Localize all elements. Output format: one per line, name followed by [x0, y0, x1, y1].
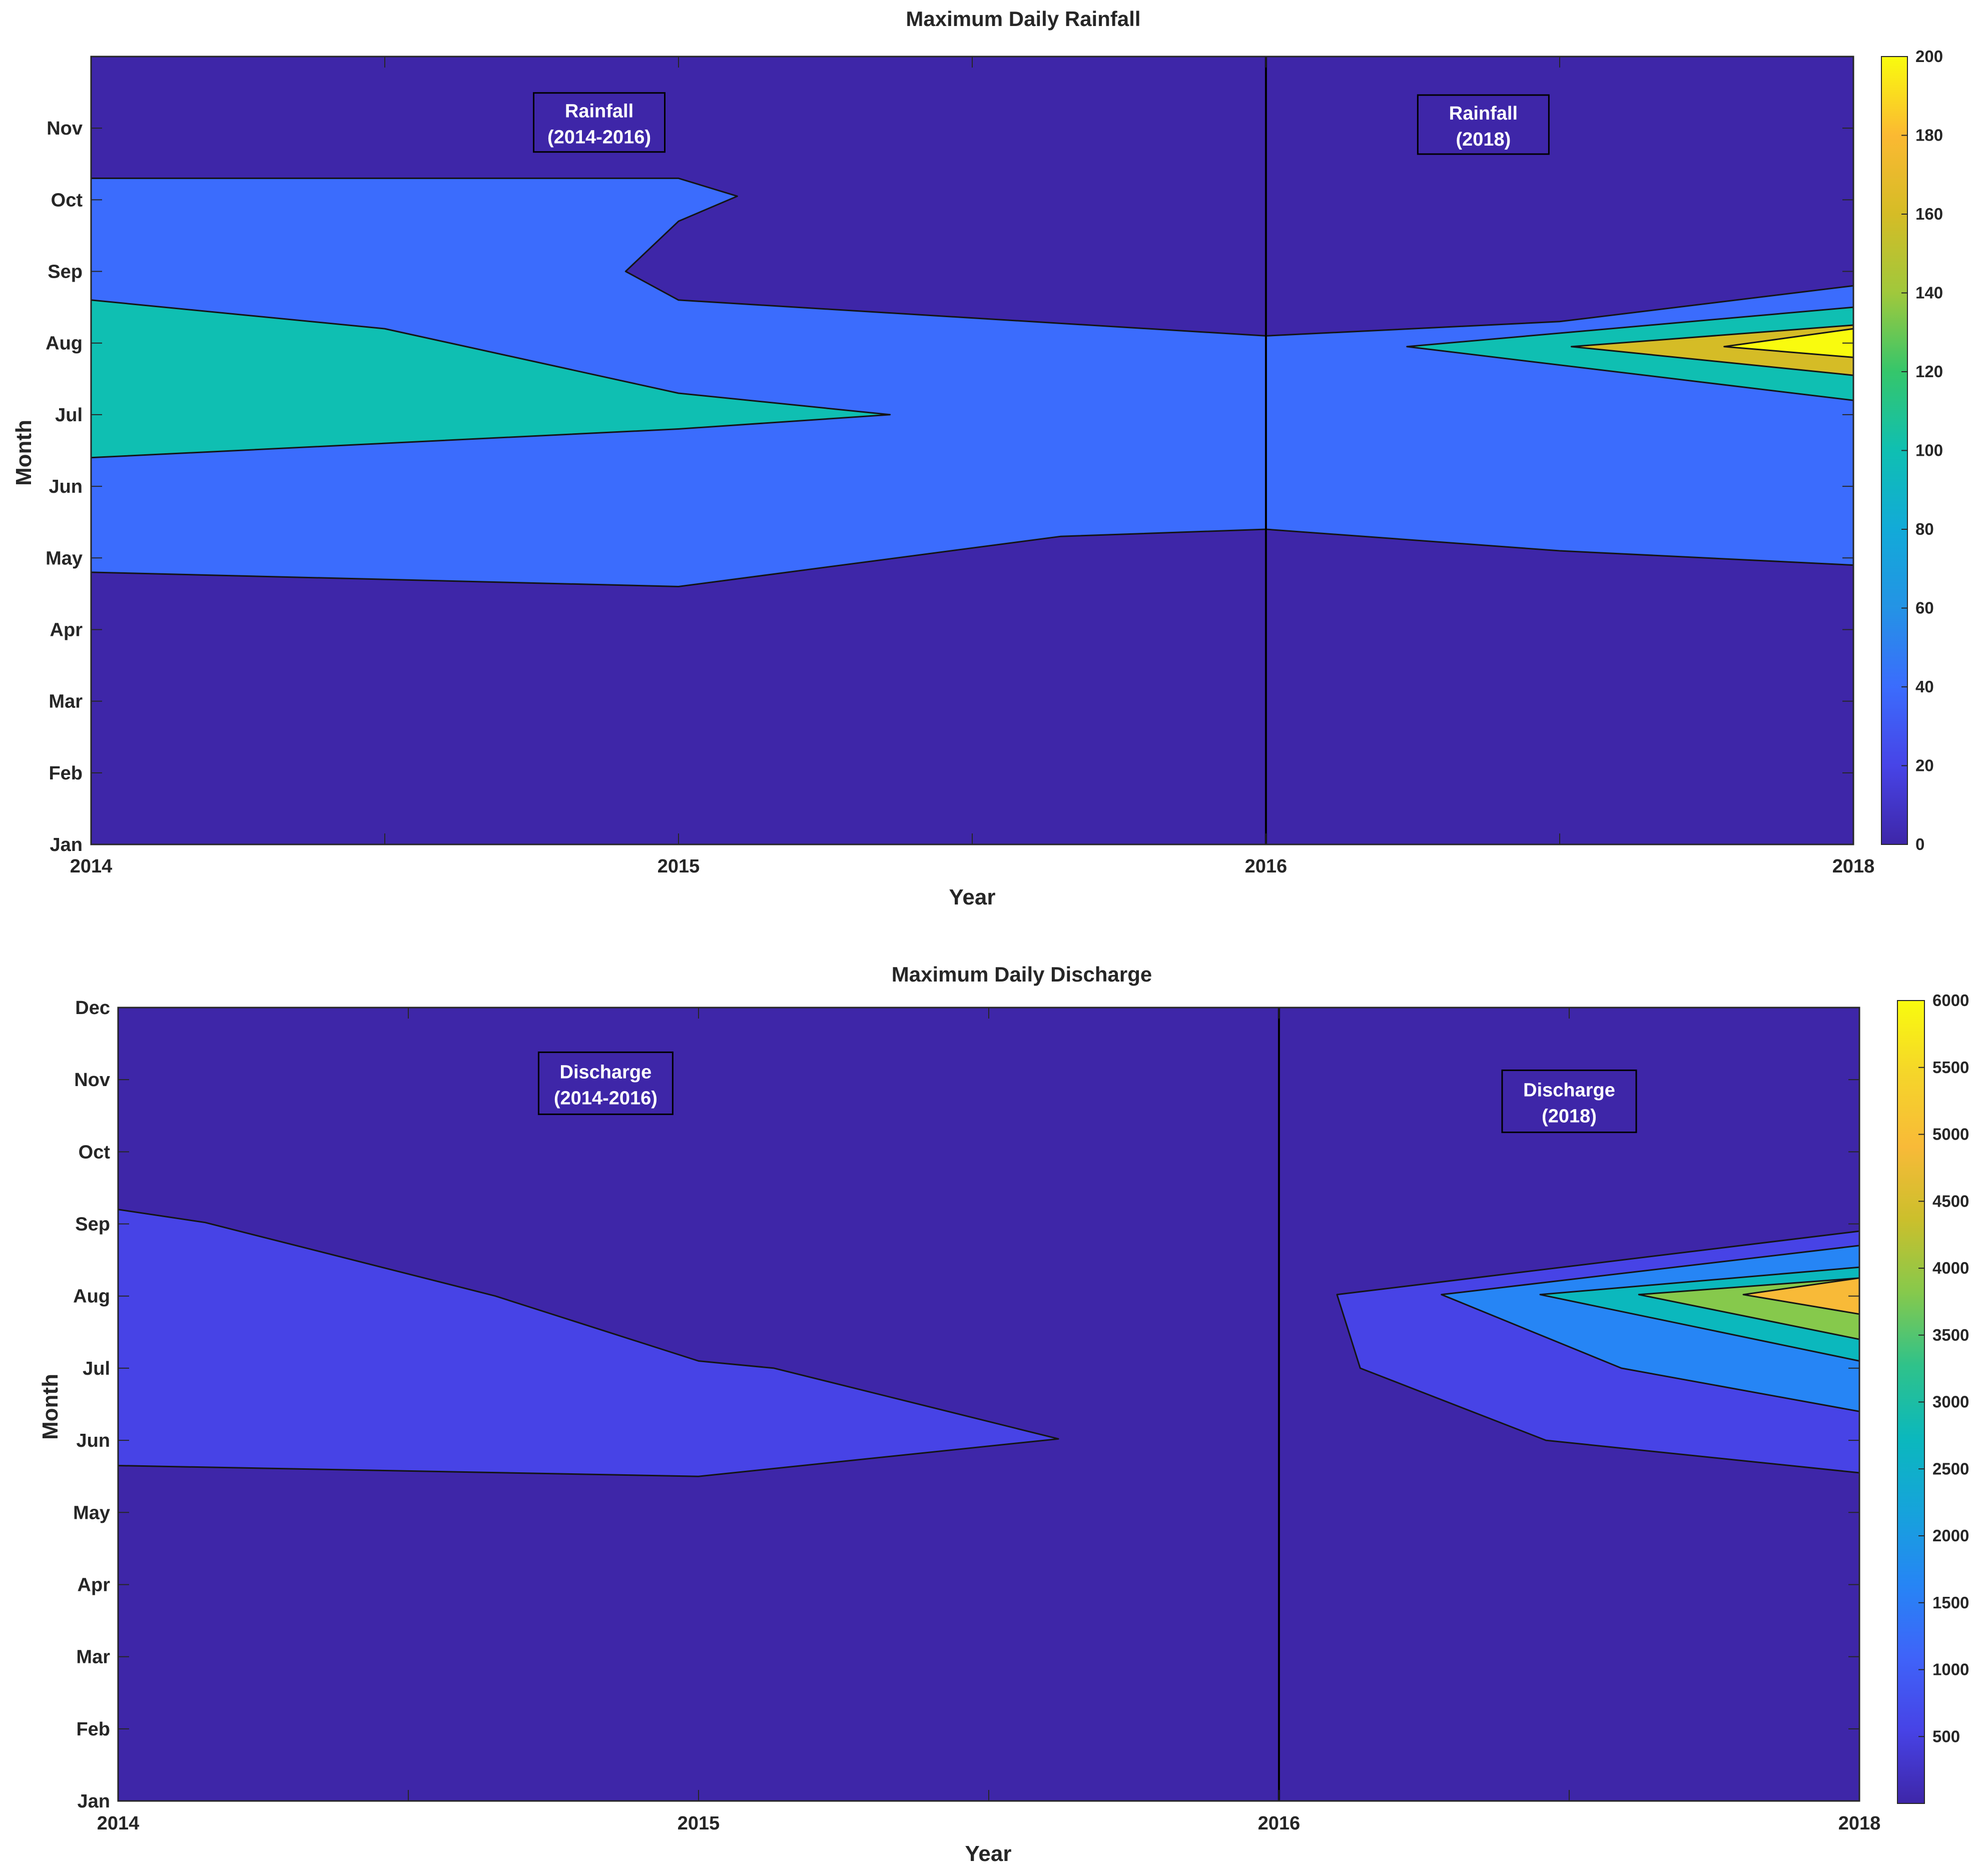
rainfall-y-tick-label: Sep: [48, 262, 83, 283]
discharge-x-tick-label: 2014: [97, 1813, 140, 1834]
rainfall-colorbar-tick-label: 160: [1915, 205, 1943, 223]
discharge-y-tick-label: Jul: [83, 1358, 110, 1379]
discharge-annotation-line2: (2014-2016): [554, 1088, 657, 1109]
discharge-background: [118, 1008, 1859, 1801]
discharge-colorbar-tick-label: 5000: [1932, 1125, 1969, 1144]
discharge-annotation-box: [1501, 1069, 1637, 1133]
discharge-annotation-line1: Discharge: [1523, 1080, 1615, 1101]
rainfall-y-tick-label: Oct: [51, 190, 83, 211]
rainfall-x-tick-label: 2016: [1245, 856, 1287, 877]
rainfall-colorbar-tick-label: 120: [1915, 362, 1943, 381]
rainfall-colorbar-tick-label: 100: [1915, 441, 1943, 460]
discharge-band-500-1000-a: [117, 1209, 1059, 1477]
discharge-y-tick-label: Oct: [79, 1142, 111, 1163]
rainfall-annotation-line1: Rainfall: [565, 101, 633, 122]
discharge-annotation-line2: (2018): [1542, 1106, 1597, 1127]
rainfall-chart-title: Maximum Daily Rainfall: [906, 7, 1140, 31]
discharge-colorbar-tick-label: 500: [1932, 1727, 1960, 1745]
rainfall-band-40-60: [90, 177, 1854, 587]
discharge-y-tick-label: Jun: [76, 1430, 110, 1451]
discharge-colorbar-tick-label: 1000: [1932, 1660, 1969, 1679]
rainfall-annotation-2: Rainfall (2018): [1417, 94, 1550, 155]
rainfall-y-tick-label: May: [46, 548, 83, 569]
discharge-y-tick-label: Mar: [76, 1647, 110, 1668]
rainfall-colorbar-tick-label: 140: [1915, 284, 1943, 302]
discharge-annotation-2: Discharge (2018): [1501, 1069, 1637, 1133]
rainfall-x-tick-label: 2015: [657, 856, 700, 877]
discharge-colorbar-tick-label: 4500: [1932, 1192, 1969, 1210]
discharge-y-axis-label: Month: [38, 1374, 63, 1440]
rainfall-y-axis-label: Month: [12, 420, 36, 486]
rainfall-colorbar-tick-label: 80: [1915, 520, 1934, 538]
discharge-colorbar-tick-label: 4000: [1932, 1259, 1969, 1277]
rainfall-annotation-1: Rainfall (2014-2016): [533, 92, 666, 153]
discharge-y-tick-label: May: [73, 1502, 110, 1523]
rainfall-x-axis-label: Year: [949, 885, 996, 909]
rainfall-colorbar-tick-label: 40: [1915, 677, 1934, 696]
discharge-y-tick-label: Jan: [78, 1791, 110, 1812]
rainfall-colorbar-tick-label: 0: [1915, 835, 1924, 853]
rainfall-colorbar-tick-label: 60: [1915, 599, 1934, 617]
discharge-y-tick-label: Feb: [76, 1719, 110, 1740]
discharge-y-tick-label: Sep: [75, 1214, 110, 1235]
discharge-colorbar-tick-label: 5500: [1932, 1058, 1969, 1077]
rainfall-y-tick-label: Nov: [47, 118, 83, 139]
rainfall-annotation-line2: (2018): [1456, 129, 1511, 150]
rainfall-y-tick-label: Jun: [49, 476, 83, 497]
discharge-x-tick-label: 2016: [1258, 1813, 1300, 1834]
rainfall-annotation-line1: Rainfall: [1449, 103, 1518, 124]
rainfall-y-tick-label: Jan: [50, 834, 83, 855]
discharge-y-tick-label: Nov: [74, 1070, 110, 1091]
discharge-chart: Maximum Daily Discharge Jan Feb Mar Apr May J…: [38, 963, 1969, 1866]
rainfall-annotation-box: [533, 92, 666, 153]
discharge-annotation-line1: Discharge: [560, 1062, 652, 1083]
rainfall-colorbar-tick-label: 200: [1915, 47, 1943, 66]
rainfall-y-tick-label: Aug: [46, 333, 83, 354]
discharge-x-tick-label: 2018: [1838, 1813, 1881, 1834]
rainfall-x-tick-label: 2018: [1832, 856, 1875, 877]
rainfall-y-tick-label: Apr: [50, 619, 83, 640]
discharge-colorbar-tick-label: 1500: [1932, 1593, 1969, 1612]
discharge-colorbar-tick-label: 2000: [1932, 1526, 1969, 1545]
rainfall-annotation-box: [1417, 94, 1550, 155]
discharge-annotation-1: Discharge (2014-2016): [537, 1051, 674, 1115]
rainfall-y-tick-label: Jul: [55, 405, 83, 426]
discharge-x-axis-label: Year: [965, 1841, 1012, 1866]
rainfall-colorbar-tick-label: 180: [1915, 126, 1943, 145]
rainfall-annotation-line2: (2014-2016): [547, 127, 651, 148]
rainfall-y-tick-label: Feb: [49, 763, 83, 784]
discharge-y-tick-label: Aug: [73, 1286, 110, 1307]
rainfall-chart: Maximum Daily Rainfall Jan Feb Mar Apr May Ju…: [12, 7, 1943, 909]
rainfall-y-tick-label: Mar: [49, 691, 83, 712]
discharge-x-tick-label: 2015: [678, 1813, 720, 1834]
discharge-chart-title: Maximum Daily Discharge: [892, 963, 1152, 986]
discharge-colorbar-tick-label: 3000: [1932, 1393, 1969, 1411]
rainfall-x-tick-label: 2014: [70, 856, 113, 877]
discharge-y-tick-label: Apr: [78, 1574, 111, 1595]
rainfall-colorbar-tick-label: 20: [1915, 756, 1934, 775]
discharge-y-tick-label: Dec: [75, 998, 110, 1019]
discharge-colorbar-tick-label: 2500: [1932, 1459, 1969, 1478]
discharge-colorbar-tick-label: 6000: [1932, 991, 1969, 1010]
discharge-colorbar-tick-label: 3500: [1932, 1326, 1969, 1344]
discharge-annotation-box: [537, 1051, 674, 1115]
